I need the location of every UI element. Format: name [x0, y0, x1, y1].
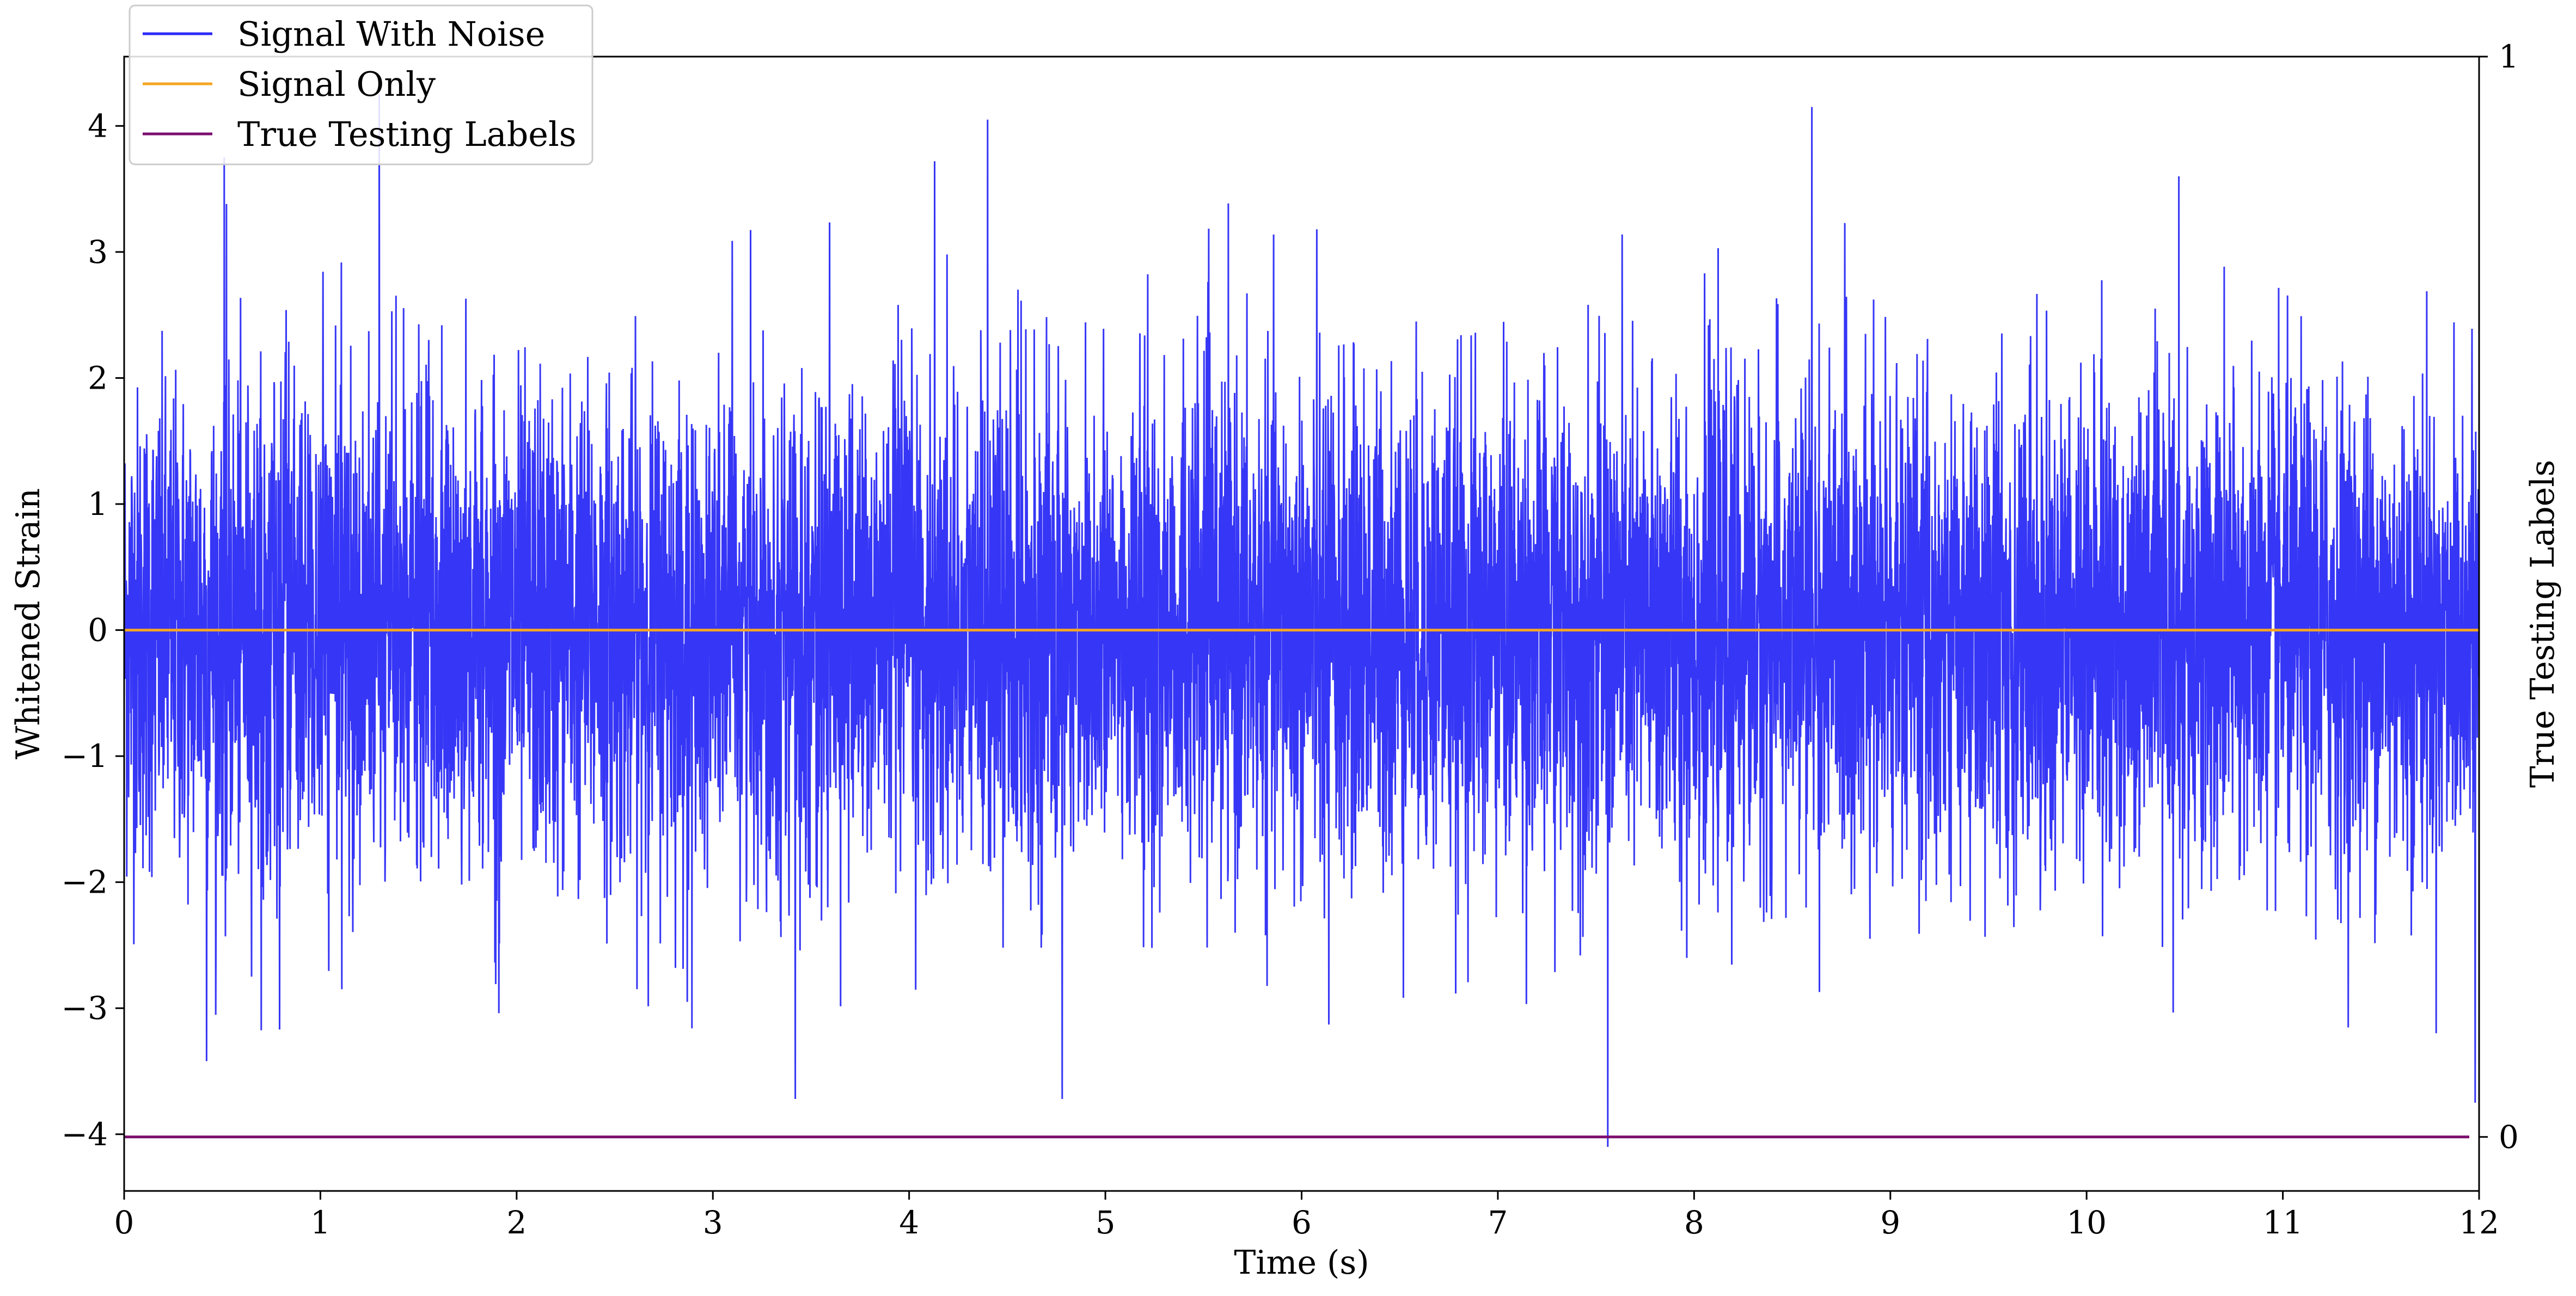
y-tick-label: 0 [88, 612, 108, 649]
x-tick-label: 9 [1880, 1204, 1900, 1241]
y-tick-label: −3 [62, 990, 108, 1027]
y2-tick-label: 1 [2499, 38, 2519, 75]
x-tick-label: 3 [703, 1204, 723, 1241]
y-tick-label: 2 [88, 359, 108, 396]
legend-box [129, 4, 593, 165]
y-axis-label: Whitened Strain [9, 488, 47, 759]
legend-label-signal-with-noise: Signal With Noise [237, 14, 545, 54]
x-tick-label: 2 [506, 1204, 527, 1241]
y-tick-label: 3 [88, 234, 108, 271]
x-tick-label: 6 [1292, 1204, 1312, 1241]
x-tick-label: 10 [2066, 1204, 2107, 1241]
x-tick-label: 4 [899, 1204, 919, 1241]
signal-with-noise-line [123, 94, 2480, 1147]
y2-tick-label: 0 [2499, 1119, 2519, 1156]
x-tick-label: 5 [1096, 1204, 1116, 1241]
x-axis-label: Time (s) [1234, 1244, 1369, 1282]
x-tick-label: 8 [1684, 1204, 1704, 1241]
legend: Signal With Noise Signal Only True Testi… [129, 4, 593, 165]
x-tick-label: 1 [310, 1204, 331, 1241]
x-tick-label: 0 [114, 1204, 134, 1241]
x-tick-label: 12 [2459, 1204, 2499, 1241]
line-series-layer [124, 629, 2479, 1139]
signal-with-noise-series [123, 94, 2480, 1147]
legend-label-signal-only: Signal Only [237, 64, 436, 104]
y-tick-label: 4 [88, 107, 108, 144]
y2-axis-label: True Testing Labels [2524, 460, 2562, 788]
y-tick-label: −4 [62, 1116, 108, 1153]
legend-label-true-testing-labels: True Testing Labels [237, 114, 577, 154]
y-tick-label: −2 [62, 864, 108, 901]
y-tick-label: 1 [88, 486, 108, 523]
x-tick-label: 7 [1488, 1204, 1508, 1241]
y-tick-label: −1 [62, 738, 108, 775]
x-tick-label: 11 [2263, 1204, 2303, 1241]
